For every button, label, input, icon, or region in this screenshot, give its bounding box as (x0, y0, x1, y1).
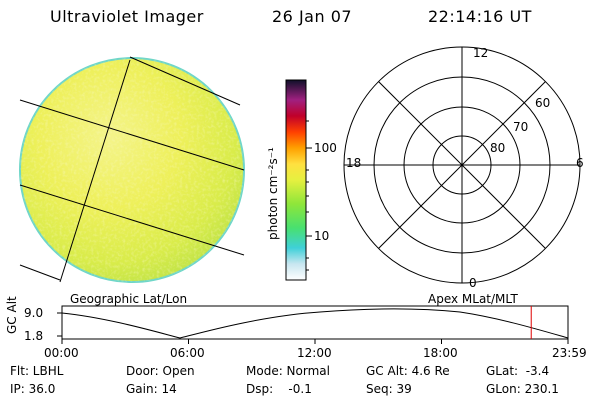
orbit-ytick-max: 9.0 (24, 306, 44, 320)
colorbar (285, 79, 312, 281)
footer-dsp: Dsp: -0.1 (246, 382, 312, 396)
polar-plot (343, 46, 581, 284)
orbit-xtick: 00:00 (44, 346, 79, 360)
footer-gc-alt: GC Alt: 4.6 Re (366, 364, 450, 378)
mlat-label-80: 80 (490, 141, 506, 155)
colorbar-unit-label: photon cm⁻²s⁻¹ (266, 147, 280, 240)
apex-caption: Apex MLat/MLT (428, 292, 518, 306)
mlt-label-6: 6 (576, 156, 584, 170)
mlat-label-60: 60 (535, 96, 551, 110)
footer-mode: Mode: Normal (246, 364, 330, 378)
footer-seq: Seq: 39 (366, 382, 412, 396)
mlt-label-0: 0 (469, 276, 477, 290)
mlt-label-12: 12 (473, 46, 489, 60)
orbit-ylabel: GC Alt (5, 296, 19, 334)
footer-ip: IP: 36.0 (10, 382, 56, 396)
colorbar-tick-10: 10 (314, 229, 330, 243)
orbit-xtick: 12:00 (297, 346, 332, 360)
date-label: 26 Jan 07 (272, 7, 353, 26)
uv-image-disc (19, 56, 245, 283)
geographic-grid-lines (19, 56, 245, 283)
time-label: 22:14:16 UT (428, 7, 532, 26)
mlat-label-70: 70 (513, 120, 529, 134)
instrument-title: Ultraviolet Imager (50, 7, 204, 26)
orbit-xtick: 23:59 (552, 346, 587, 360)
orbit-ytick-min: 1.8 (24, 329, 44, 343)
footer-filter: Flt: LBHL (10, 364, 64, 378)
footer-door: Door: Open (126, 364, 195, 378)
footer-gain: Gain: 14 (126, 382, 177, 396)
orbit-plot (57, 305, 569, 344)
geographic-caption: Geographic Lat/Lon (70, 292, 188, 306)
mlt-label-18: 18 (346, 156, 362, 170)
footer-glon: GLon: 230.1 (486, 382, 559, 396)
footer-glat: GLat: -3.4 (486, 364, 550, 378)
colorbar-tick-100: 100 (314, 141, 337, 155)
orbit-xtick: 18:00 (423, 346, 458, 360)
orbit-xtick: 06:00 (170, 346, 205, 360)
